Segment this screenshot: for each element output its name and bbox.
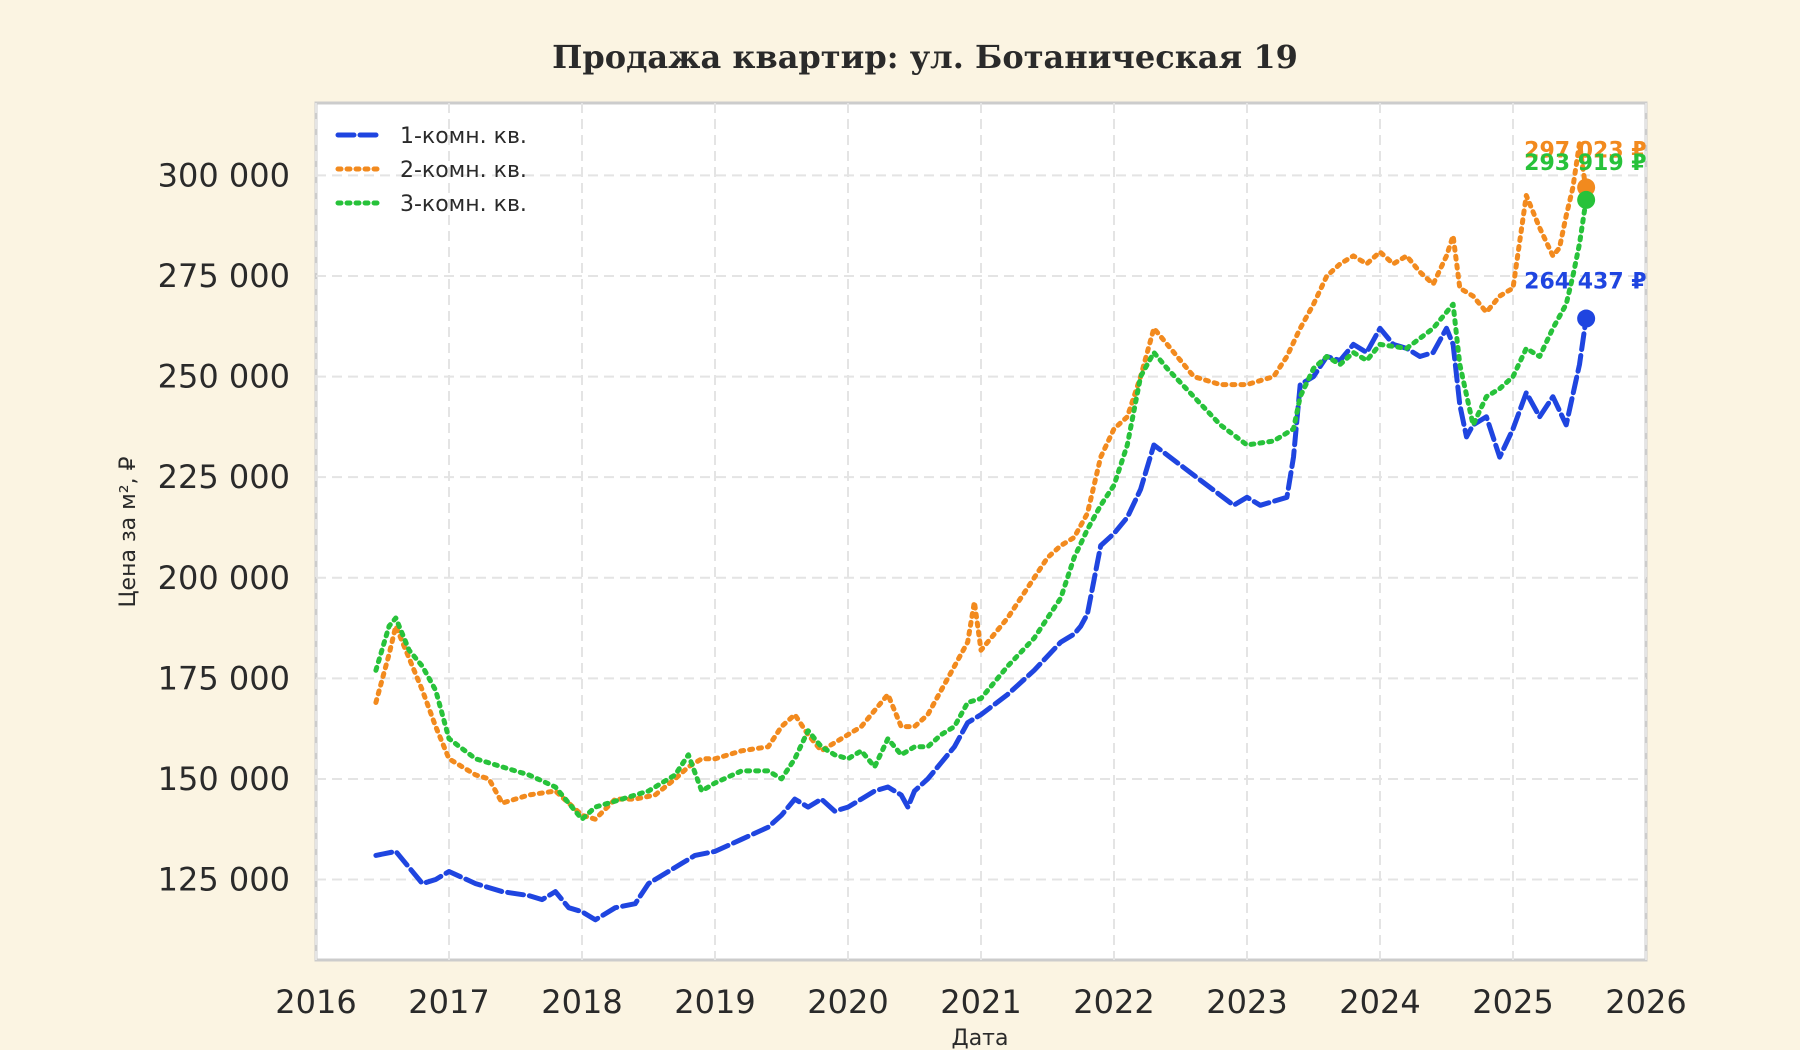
plot-area: [314, 101, 1648, 962]
tick-labels: 2016 2017 2018 2019 2020 2021 2022 2023 2024 2025…: [158, 156, 1687, 1021]
x-tick-label: 2017: [408, 983, 489, 1021]
legend-label: 2-комн. кв.: [400, 158, 527, 183]
end-marker: [1577, 190, 1596, 209]
series-layer: [373, 140, 1589, 923]
end-marker: [1577, 309, 1596, 328]
series-line: [373, 316, 1589, 923]
end-value-label: 297 023 ₽: [1524, 138, 1646, 163]
legend-label: 1-комн. кв.: [400, 124, 527, 149]
x-tick-label: 2019: [674, 983, 755, 1021]
y-tick-label: 225 000: [158, 458, 290, 496]
x-tick-label: 2022: [1073, 983, 1154, 1021]
chart-title: Продажа квартир: ул. Ботаническая 19: [552, 38, 1298, 76]
y-tick-label: 250 000: [158, 358, 290, 396]
end-marker: [1577, 178, 1596, 197]
x-tick-label: 2020: [807, 983, 888, 1021]
y-tick-label: 300 000: [158, 156, 290, 194]
x-tick-label: 2021: [940, 983, 1021, 1021]
end-value-label: 264 437 ₽: [1524, 270, 1646, 295]
series-line: [373, 197, 1589, 822]
x-tick-label: 2023: [1206, 983, 1287, 1021]
series-line: [373, 140, 1589, 822]
y-tick-label: 150 000: [158, 760, 290, 798]
y-tick-label: 275 000: [158, 257, 290, 295]
x-tick-label: 2016: [275, 983, 356, 1021]
end-labels: 264 437 ₽ 297 023 ₽293 919 ₽: [1524, 138, 1647, 328]
y-tick-label: 125 000: [158, 861, 290, 899]
y-tick-label: 200 000: [158, 559, 290, 597]
end-value-label: 293 919 ₽: [1524, 151, 1646, 176]
x-tick-label: 2026: [1605, 983, 1686, 1021]
series-1: [373, 316, 1589, 923]
x-axis-label: Дата: [952, 1026, 1009, 1050]
x-tick-label: 2018: [541, 983, 622, 1021]
y-tick-label: 175 000: [158, 659, 290, 697]
legend: 1-комн. кв. 2-комн. кв. 3-комн. кв.: [335, 124, 527, 217]
x-tick-label: 2024: [1339, 983, 1420, 1021]
legend-label: 3-комн. кв.: [400, 192, 527, 217]
x-tick-label: 2025: [1472, 983, 1553, 1021]
series-2: [373, 140, 1589, 822]
y-axis-label: Цена за м², ₽: [116, 456, 141, 607]
series-3: [373, 197, 1589, 822]
